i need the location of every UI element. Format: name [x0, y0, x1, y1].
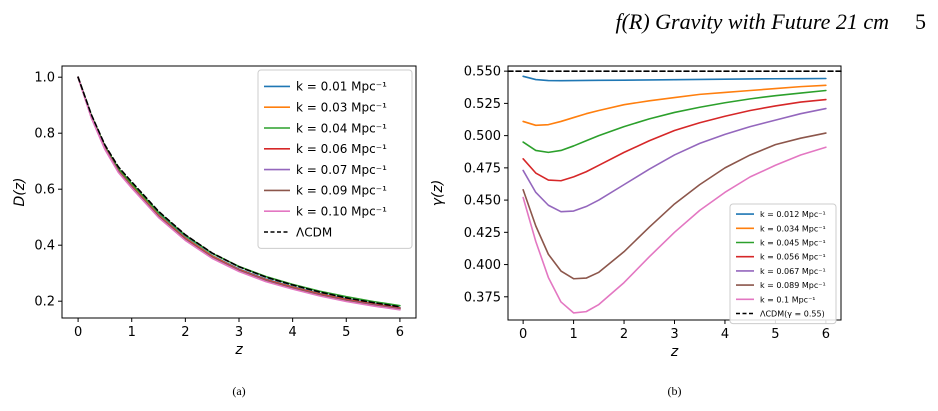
- panel-b-y-tick-label: 0.425: [464, 226, 501, 241]
- panel-b-legend-box: [729, 203, 837, 325]
- panel-a-legend-entry: ΛCDM: [296, 225, 332, 239]
- panel-a-x-tick-label: 5: [342, 325, 350, 340]
- panel-b-legend-entry: k = 0.056 Mpc⁻¹: [760, 253, 826, 262]
- panel-b-series-line-0: [522, 75, 827, 82]
- panel-b-y-axis-label: γ(z): [430, 180, 446, 207]
- panel-a-y-tick-label: 0.4: [34, 239, 55, 254]
- panel-b-series-line-6: [522, 146, 827, 314]
- panel-b-x-tick-label: 0: [519, 327, 527, 342]
- panel-b-legend-entry: k = 0.1 Mpc⁻¹: [760, 295, 816, 304]
- panel-b-series-line-1: [522, 84, 827, 127]
- panel-a-legend-box: [257, 69, 413, 249]
- page-number: 5: [915, 9, 926, 34]
- panel-a-y-axis-label: D(z): [12, 177, 28, 206]
- panel-a-x-tick-label: 6: [396, 325, 404, 340]
- panel-a-y-tick-label: 0.8: [34, 127, 55, 142]
- panel-a-series-line-6: [77, 76, 401, 311]
- panel-b-legend-entry: k = 0.034 Mpc⁻¹: [760, 224, 826, 233]
- panel-b-y-tick-label: 0.450: [464, 194, 501, 209]
- panel-b-y-tick-label: 0.500: [464, 129, 501, 144]
- panel-b-x-tick-label: 1: [569, 327, 577, 342]
- panel-a-y-tick-label: 1.0: [34, 71, 55, 86]
- panel-b-x-axis-label: z: [670, 344, 679, 360]
- running-header: f(R) Gravity with Future 21 cm 5: [615, 4, 926, 40]
- panel-b-series-line-5: [522, 132, 827, 280]
- panel-a-legend-entry: k = 0.06 Mpc⁻¹: [296, 142, 387, 156]
- panel-b-x-tick-label: 5: [771, 327, 779, 342]
- panel-a-legend-entry: k = 0.10 Mpc⁻¹: [296, 205, 387, 219]
- panel-b-y-tick-label: 0.400: [464, 258, 501, 273]
- panel-b-legend: k = 0.012 Mpc⁻¹ k = 0.034 Mpc⁻¹ k = 0.045 …: [729, 203, 837, 325]
- panel-a-x-tick-label: 0: [74, 325, 82, 340]
- panel-b-legend-entry: ΛCDM(γ = 0.55): [760, 310, 825, 319]
- panel-a-x-tick-label: 4: [288, 325, 296, 340]
- panel-a-x-tick-label: 1: [128, 325, 136, 340]
- panel-b-series-line-4: [522, 107, 827, 213]
- panel-b-legend-entry: k = 0.045 Mpc⁻¹: [760, 239, 826, 248]
- panel-b-series-group: [507, 70, 842, 314]
- panel-a-legend-entry: k = 0.01 Mpc⁻¹: [296, 80, 387, 94]
- panel-b-legend-entry: k = 0.012 Mpc⁻¹: [760, 210, 826, 219]
- panel-b-series-line-2: [522, 89, 827, 154]
- panel-b-x-tick-label: 3: [670, 327, 678, 342]
- panel-b-x-tick-label: 2: [620, 327, 628, 342]
- panel-b-y-tick-label: 0.550: [464, 65, 501, 80]
- panel-a-legend-entry: k = 0.09 Mpc⁻¹: [296, 184, 387, 198]
- panel-a-legend-entry: k = 0.07 Mpc⁻¹: [296, 163, 387, 177]
- panel-a-x-axis-label: z: [234, 342, 243, 358]
- panel-b-legend-entry: k = 0.067 Mpc⁻¹: [760, 267, 826, 276]
- panel-b-x-tick-label: 4: [721, 327, 729, 342]
- panel-b-y-tick-label: 0.475: [464, 161, 501, 176]
- panel-a-y-tick-label: 0.2: [34, 295, 55, 310]
- panel-b-y-tick-label: 0.375: [464, 290, 501, 305]
- panel-a-legend-entry: k = 0.04 Mpc⁻¹: [296, 121, 387, 135]
- panel-b-x-tick-label: 6: [822, 327, 830, 342]
- panel-a-x-tick-label: 2: [181, 325, 189, 340]
- panel-a-chart: 0 1 2 3 4 5 6 0.2 0.4 0.6 0.8 1.0 z D(z) k = 0.01 Mpc⁻…: [12, 65, 417, 398]
- panel-a-y-tick-label: 0.6: [34, 183, 55, 198]
- panel-a-caption: (a): [232, 384, 245, 398]
- panel-a-legend-entry: k = 0.03 Mpc⁻¹: [296, 101, 387, 115]
- panel-b-chart: 0 1 2 3 4 5 6 0.375 0.400 0.425 0.450 0.475 0.500 0.5…: [430, 65, 842, 398]
- panel-a-series-line-7: [77, 76, 401, 308]
- panel-a-x-tick-label: 3: [235, 325, 243, 340]
- panel-a-legend: k = 0.01 Mpc⁻¹ k = 0.03 Mpc⁻¹ k = 0.04 Mpc…: [257, 69, 413, 249]
- panel-b-legend-entry: k = 0.089 Mpc⁻¹: [760, 281, 826, 290]
- header-title: f(R) Gravity with Future 21 cm: [615, 9, 889, 34]
- panel-a-series-group: [77, 76, 401, 311]
- panel-b-y-tick-label: 0.525: [464, 97, 501, 112]
- panel-b-series-line-3: [522, 98, 827, 182]
- panel-b-caption: (b): [668, 384, 682, 398]
